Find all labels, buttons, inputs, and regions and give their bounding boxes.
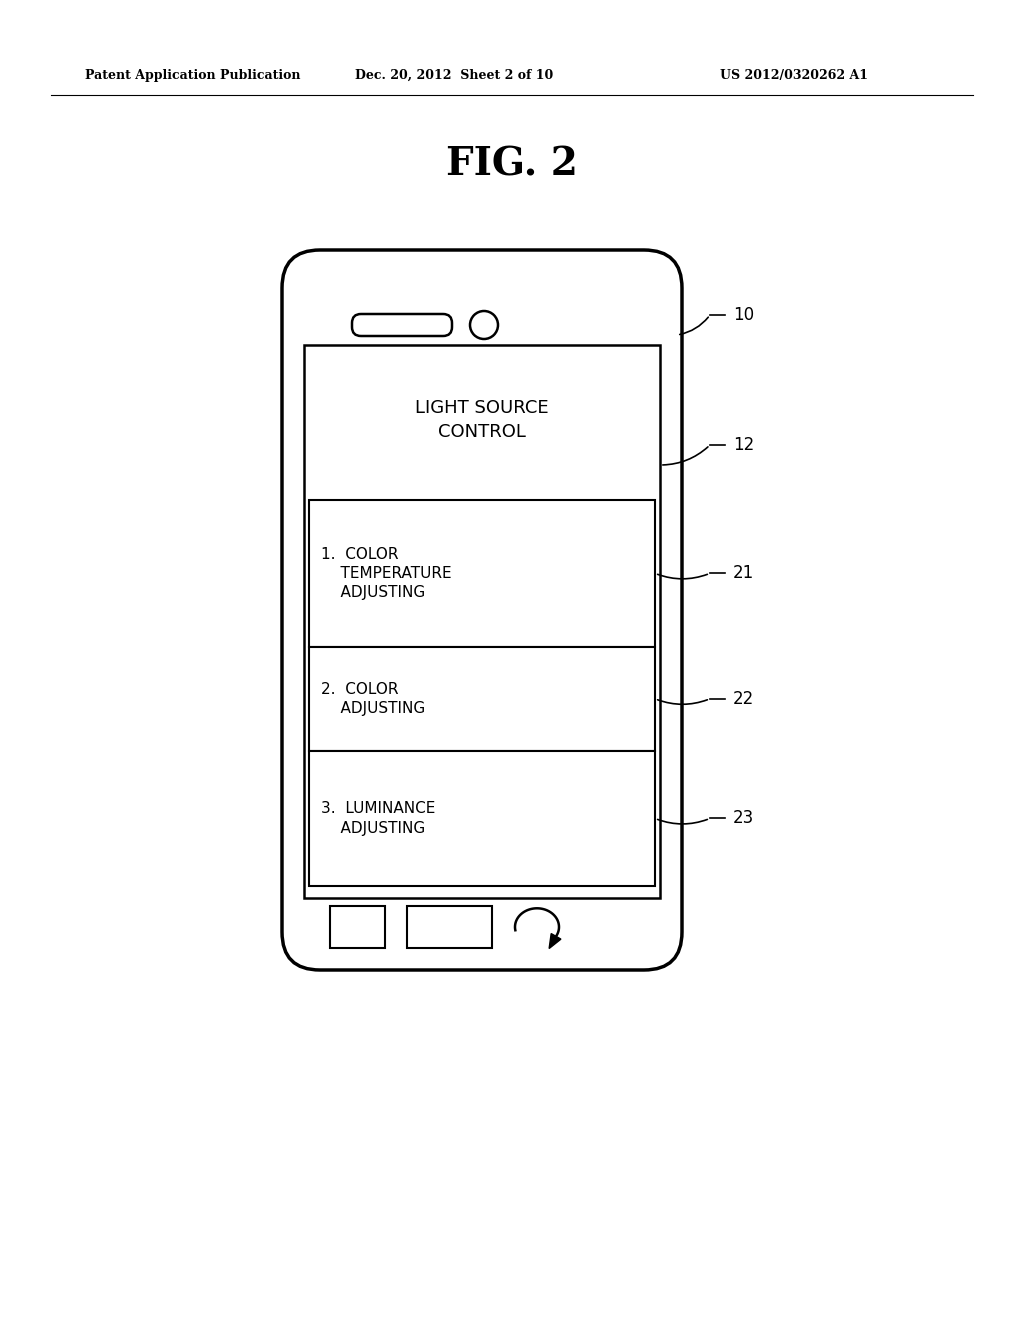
FancyBboxPatch shape bbox=[282, 249, 682, 970]
Text: LIGHT SOURCE
CONTROL: LIGHT SOURCE CONTROL bbox=[415, 399, 549, 441]
Text: US 2012/0320262 A1: US 2012/0320262 A1 bbox=[720, 69, 868, 82]
Polygon shape bbox=[549, 933, 561, 949]
Bar bbox=[309, 647, 655, 751]
Text: Dec. 20, 2012  Sheet 2 of 10: Dec. 20, 2012 Sheet 2 of 10 bbox=[355, 69, 553, 82]
Text: 1.  COLOR
    TEMPERATURE
    ADJUSTING: 1. COLOR TEMPERATURE ADJUSTING bbox=[321, 546, 452, 601]
Text: 23: 23 bbox=[733, 809, 755, 828]
Text: 10: 10 bbox=[733, 306, 754, 323]
Text: 22: 22 bbox=[733, 690, 755, 708]
Text: 12: 12 bbox=[733, 436, 755, 454]
Text: Patent Application Publication: Patent Application Publication bbox=[85, 69, 300, 82]
Text: 3.  LUMINANCE
    ADJUSTING: 3. LUMINANCE ADJUSTING bbox=[321, 801, 435, 836]
FancyBboxPatch shape bbox=[352, 314, 452, 337]
Text: 21: 21 bbox=[733, 565, 755, 582]
Bar bbox=[304, 345, 660, 898]
Text: 2.  COLOR
    ADJUSTING: 2. COLOR ADJUSTING bbox=[321, 681, 425, 715]
Text: FIG. 2: FIG. 2 bbox=[446, 147, 578, 183]
Bar bbox=[309, 751, 655, 886]
Bar bbox=[330, 906, 385, 948]
Bar bbox=[407, 906, 492, 948]
Circle shape bbox=[470, 312, 498, 339]
Bar bbox=[309, 500, 655, 647]
